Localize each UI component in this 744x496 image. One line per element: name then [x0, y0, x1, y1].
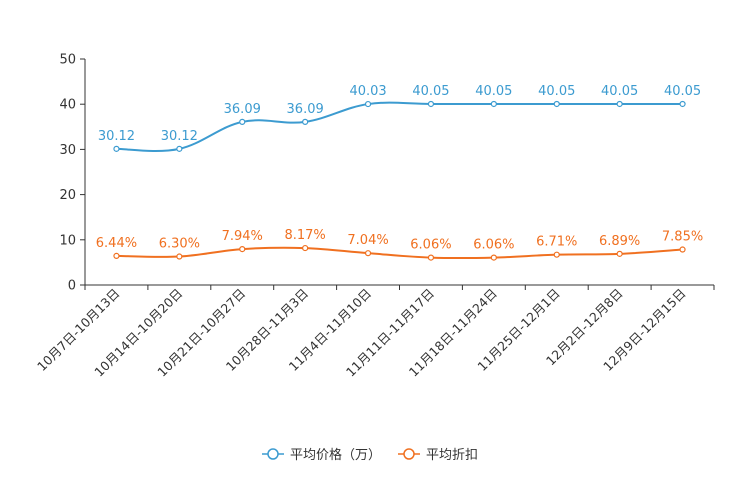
data-label: 6.71% [536, 235, 577, 250]
x-axis: 10月7日-10月13日10月14日-10月20日10月21日-10月27日10… [34, 284, 715, 380]
legend-label: 平均价格（万） [290, 447, 381, 463]
y-tick-label: 10 [59, 233, 76, 248]
series-layer: 30.12 30.12 36.09 36.09 40.03 40.05 40.05 40.05… [96, 84, 703, 261]
data-label: 40.03 [349, 84, 386, 99]
data-label: 6.44% [96, 236, 137, 251]
data-label: 6.06% [410, 238, 451, 253]
data-point[interactable] [113, 252, 120, 259]
data-label: 7.85% [662, 230, 703, 245]
data-label: 36.09 [287, 102, 324, 117]
data-label: 7.04% [347, 233, 388, 248]
data-point[interactable] [176, 145, 183, 152]
y-tick-label: 40 [59, 98, 76, 113]
data-point[interactable] [679, 246, 686, 253]
legend-label: 平均折扣 [426, 448, 478, 463]
data-label: 36.09 [224, 102, 261, 117]
data-point[interactable] [113, 145, 120, 152]
legend: 平均价格（万） 平均折扣 [262, 447, 478, 463]
data-point[interactable] [364, 250, 372, 257]
y-tick-label: 20 [59, 188, 76, 203]
y-tick-label: 30 [59, 143, 76, 158]
data-point[interactable] [302, 118, 309, 125]
data-label: 40.05 [412, 84, 449, 99]
series-line [116, 101, 683, 152]
legend-marker-icon [403, 448, 415, 460]
data-label: 7.94% [222, 229, 263, 244]
data-label: 8.17% [284, 228, 325, 243]
data-point[interactable] [427, 254, 435, 261]
data-label: 6.89% [599, 234, 640, 249]
data-point[interactable] [490, 254, 497, 261]
series-line [116, 246, 683, 260]
data-label: 30.12 [98, 129, 135, 144]
y-tick-label: 0 [68, 279, 76, 294]
y-tick-label: 50 [59, 53, 76, 68]
data-label: 6.30% [159, 237, 200, 252]
series-1: 6.44% 6.30% 7.94% 8.17% 7.04% 6.06% 6.06% 6.71%… [96, 228, 703, 261]
data-point[interactable] [176, 253, 183, 260]
data-point[interactable] [679, 100, 686, 108]
data-point[interactable] [490, 100, 497, 108]
data-point[interactable] [364, 100, 372, 108]
series-0: 30.12 30.12 36.09 36.09 40.03 40.05 40.05 40.05… [98, 84, 701, 152]
data-label: 6.06% [473, 238, 514, 253]
legend-item-0[interactable]: 平均价格（万） [262, 447, 381, 463]
data-point[interactable] [239, 118, 246, 125]
data-point[interactable] [239, 246, 246, 253]
data-point[interactable] [553, 251, 560, 258]
data-label: 40.05 [601, 84, 638, 99]
y-axis: 0 10 20 30 40 50 [59, 53, 86, 294]
data-point[interactable] [553, 100, 560, 108]
data-point[interactable] [302, 244, 309, 252]
data-point[interactable] [427, 100, 435, 108]
data-point[interactable] [616, 250, 623, 257]
data-label: 30.12 [161, 129, 198, 144]
data-label: 40.05 [664, 84, 701, 99]
data-point[interactable] [616, 100, 623, 108]
data-label: 40.05 [475, 84, 512, 99]
data-label: 40.05 [538, 84, 575, 99]
legend-item-1[interactable]: 平均折扣 [398, 448, 478, 463]
legend-marker-icon [267, 448, 279, 460]
